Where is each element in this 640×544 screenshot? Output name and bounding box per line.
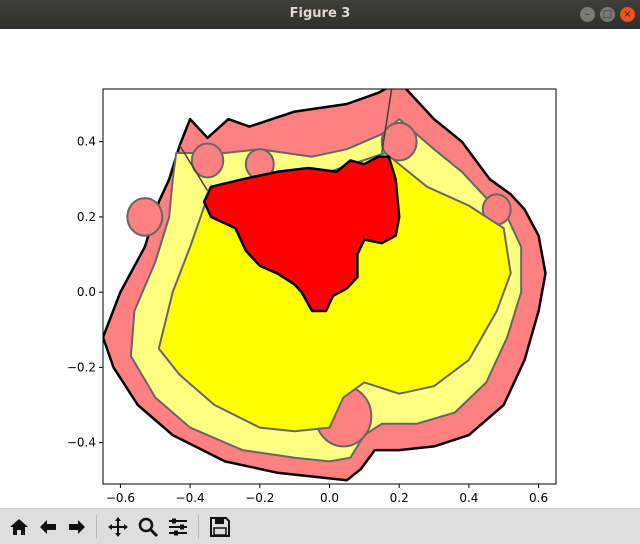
highlight-region — [202, 155, 401, 313]
y-tick-label: −0.2 — [67, 360, 96, 374]
home-icon — [10, 519, 28, 535]
configure-subplots-button[interactable] — [165, 514, 191, 540]
toolbar-separator — [96, 515, 97, 539]
save-button[interactable] — [207, 514, 233, 540]
y-tick-label: 0.4 — [77, 135, 96, 149]
y-tick-label: 0.0 — [77, 285, 96, 299]
x-tick-label: 0.4 — [459, 491, 478, 505]
maximize-button[interactable]: □ — [600, 7, 615, 22]
back-button[interactable] — [35, 514, 61, 540]
magnifier-icon — [138, 517, 159, 538]
minimize-button[interactable]: – — [580, 7, 595, 22]
x-tick-label: 0.2 — [390, 491, 409, 505]
move-arrows-icon — [108, 517, 128, 537]
figure-canvas[interactable]: −0.6 −0.4 −0.2 0.0 0.2 0.4 0.6 −0.4 −0.2 0.0 0.2 0.… — [0, 29, 640, 508]
home-button[interactable] — [6, 514, 32, 540]
divider-line-0 — [179, 145, 209, 191]
x-tick-label: 0.0 — [320, 491, 339, 505]
x-tick-label: 0.6 — [529, 491, 548, 505]
close-button[interactable]: × — [620, 7, 635, 22]
forward-button[interactable] — [64, 514, 90, 540]
x-tick-label: −0.6 — [106, 491, 135, 505]
axis-ticks: −0.6 −0.4 −0.2 0.0 0.2 0.4 0.6 −0.4 −0.2 0.0 0.2 0.… — [67, 135, 548, 505]
blob-region-0 — [190, 142, 225, 179]
navigation-toolbar — [0, 508, 640, 544]
pan-button[interactable] — [105, 514, 131, 540]
arrow-right-icon — [69, 520, 85, 534]
plot-area — [103, 89, 547, 482]
y-tick-label: 0.2 — [77, 210, 96, 224]
sliders-icon — [169, 518, 187, 536]
arrow-left-icon — [40, 520, 56, 534]
window-title: Figure 3 — [289, 6, 351, 21]
title-bar: Figure 3 – □ × — [0, 0, 640, 29]
divider-line-1 — [381, 89, 393, 154]
toolbar-separator — [198, 515, 199, 539]
y-tick-label: −0.4 — [67, 436, 96, 450]
plot-svg: −0.6 −0.4 −0.2 0.0 0.2 0.4 0.6 −0.4 −0.2 0.0 0.2 0.… — [67, 88, 557, 505]
x-tick-label: −0.4 — [176, 491, 205, 505]
blob-region-6 — [380, 121, 418, 162]
x-tick-label: −0.2 — [245, 491, 274, 505]
zoom-button[interactable] — [135, 514, 161, 540]
floppy-disk-icon — [210, 517, 230, 537]
blob-region-3 — [126, 197, 164, 237]
